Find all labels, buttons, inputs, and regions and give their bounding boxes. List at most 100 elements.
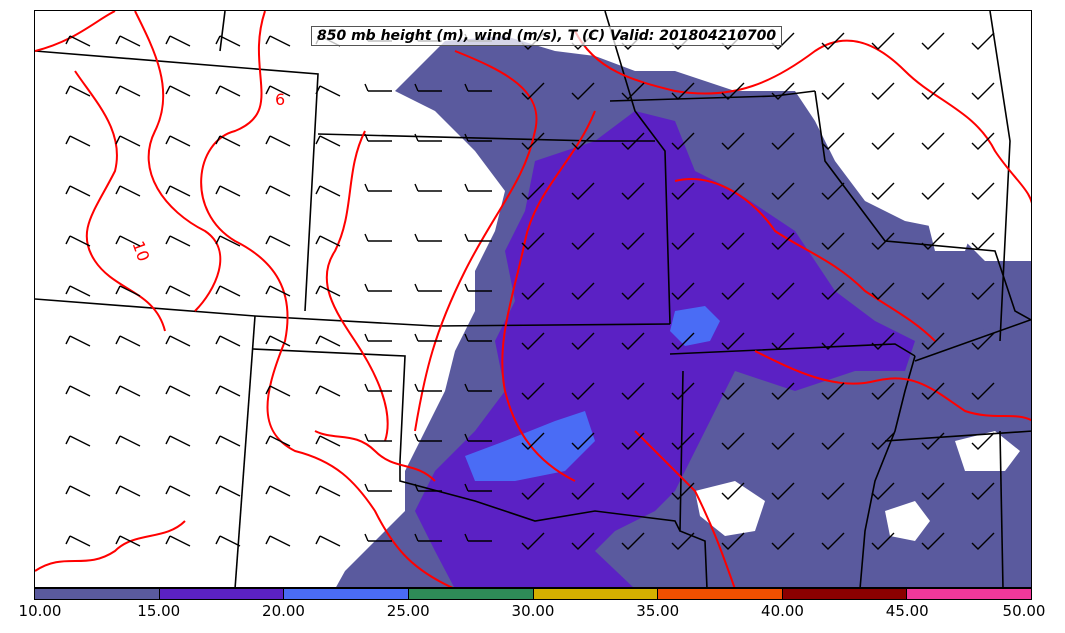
- wind-barb: [215, 35, 241, 47]
- wind-barb: [265, 485, 291, 497]
- wind-barb: [921, 332, 945, 350]
- wind-barb: [921, 432, 945, 450]
- wind-barb: [921, 532, 945, 550]
- wind-barb: [315, 535, 341, 547]
- wind-barb: [971, 32, 995, 50]
- wind-barb: [871, 382, 895, 400]
- colorbar-segment: [284, 589, 409, 599]
- wind-barb: [871, 332, 895, 350]
- wind-barb: [165, 285, 191, 297]
- wind-barb: [315, 485, 341, 497]
- wind-barb: [115, 385, 141, 397]
- wind-barb: [871, 32, 895, 50]
- wind-barb: [721, 232, 745, 250]
- wind-barb: [921, 82, 945, 100]
- wind-barb: [65, 185, 91, 197]
- wind-barb: [165, 185, 191, 197]
- wind-barb: [265, 335, 291, 347]
- wind-barb: [414, 333, 442, 342]
- wind-barb: [464, 383, 492, 392]
- colorbar-tick-label: 35.00: [636, 602, 680, 620]
- wind-barb: [414, 83, 442, 92]
- wind-barb: [921, 282, 945, 300]
- wind-barb: [871, 482, 895, 500]
- wind-barb: [621, 182, 645, 200]
- wind-barb: [671, 132, 695, 150]
- wind-barb: [971, 532, 995, 550]
- wind-barb: [414, 183, 442, 192]
- wind-barb: [115, 235, 141, 247]
- wind-barb: [621, 282, 645, 300]
- wind-barb: [871, 282, 895, 300]
- wind-barb: [464, 83, 492, 92]
- colorbar-tick-label: 25.00: [386, 602, 430, 620]
- wind-barb: [971, 482, 995, 500]
- wind-barb: [215, 235, 241, 247]
- wind-barb: [571, 82, 595, 100]
- wind-barb: [464, 483, 492, 492]
- wind-barb: [115, 335, 141, 347]
- wind-barb: [521, 82, 545, 100]
- wind-barb: [821, 332, 845, 350]
- wind-barb: [414, 233, 442, 242]
- wind-barb: [364, 333, 392, 342]
- wind-barb: [521, 332, 545, 350]
- wind-barb: [414, 433, 442, 442]
- wind-barb: [571, 332, 595, 350]
- wind-barb: [821, 32, 845, 50]
- wind-barb: [315, 385, 341, 397]
- colorbar-segment: [782, 589, 908, 599]
- wind-barb: [821, 482, 845, 500]
- wind-barb: [771, 232, 795, 250]
- wind-barb: [521, 482, 545, 500]
- wind-barb: [671, 532, 695, 550]
- wind-barb: [215, 485, 241, 497]
- wind-barb: [464, 433, 492, 442]
- wind-barb: [721, 282, 745, 300]
- wind-barb: [65, 285, 91, 297]
- wind-barb: [821, 382, 845, 400]
- wind-barb: [621, 482, 645, 500]
- wind-barb: [65, 535, 91, 547]
- wind-barb: [115, 435, 141, 447]
- wind-barb: [721, 382, 745, 400]
- wind-barb: [621, 132, 645, 150]
- wind-barb: [621, 532, 645, 550]
- wind-barb: [165, 35, 191, 47]
- colorbar-tick-label: 20.00: [262, 602, 305, 620]
- wind-barb: [464, 533, 492, 542]
- wind-barb: [671, 332, 695, 350]
- map-panel: 6 10 850 mb height (m), wind (m/s), T (C…: [34, 10, 1032, 588]
- wind-barb: [871, 132, 895, 150]
- wind-barb: [671, 382, 695, 400]
- wind-barb: [671, 482, 695, 500]
- wind-barb: [364, 283, 392, 292]
- wind-barb: [464, 333, 492, 342]
- wind-barb: [971, 232, 995, 250]
- wind-barb: [971, 82, 995, 100]
- wind-barb: [621, 432, 645, 450]
- wind-barb: [315, 185, 341, 197]
- wind-barb: [364, 383, 392, 392]
- wind-barb: [571, 132, 595, 150]
- colorbar-tick-label: 50.00: [1002, 602, 1046, 620]
- wind-barb: [464, 283, 492, 292]
- wind-barb: [215, 285, 241, 297]
- wind-barb: [721, 432, 745, 450]
- colorbar-tick-label: 45.00: [885, 602, 929, 620]
- wind-barb: [821, 82, 845, 100]
- wind-barb: [521, 232, 545, 250]
- colorbar-tick-label: 30.00: [511, 602, 555, 620]
- wind-barb: [521, 432, 545, 450]
- wind-barb: [115, 535, 141, 547]
- colorbar-segment: [408, 589, 534, 599]
- wind-barb: [521, 132, 545, 150]
- wind-barb: [821, 432, 845, 450]
- wind-barb: [414, 383, 442, 392]
- wind-barb: [315, 85, 341, 97]
- wind-barb: [671, 232, 695, 250]
- wind-barb: [771, 82, 795, 100]
- wind-barb: [571, 232, 595, 250]
- wind-barb: [771, 132, 795, 150]
- wind-barb: [971, 332, 995, 350]
